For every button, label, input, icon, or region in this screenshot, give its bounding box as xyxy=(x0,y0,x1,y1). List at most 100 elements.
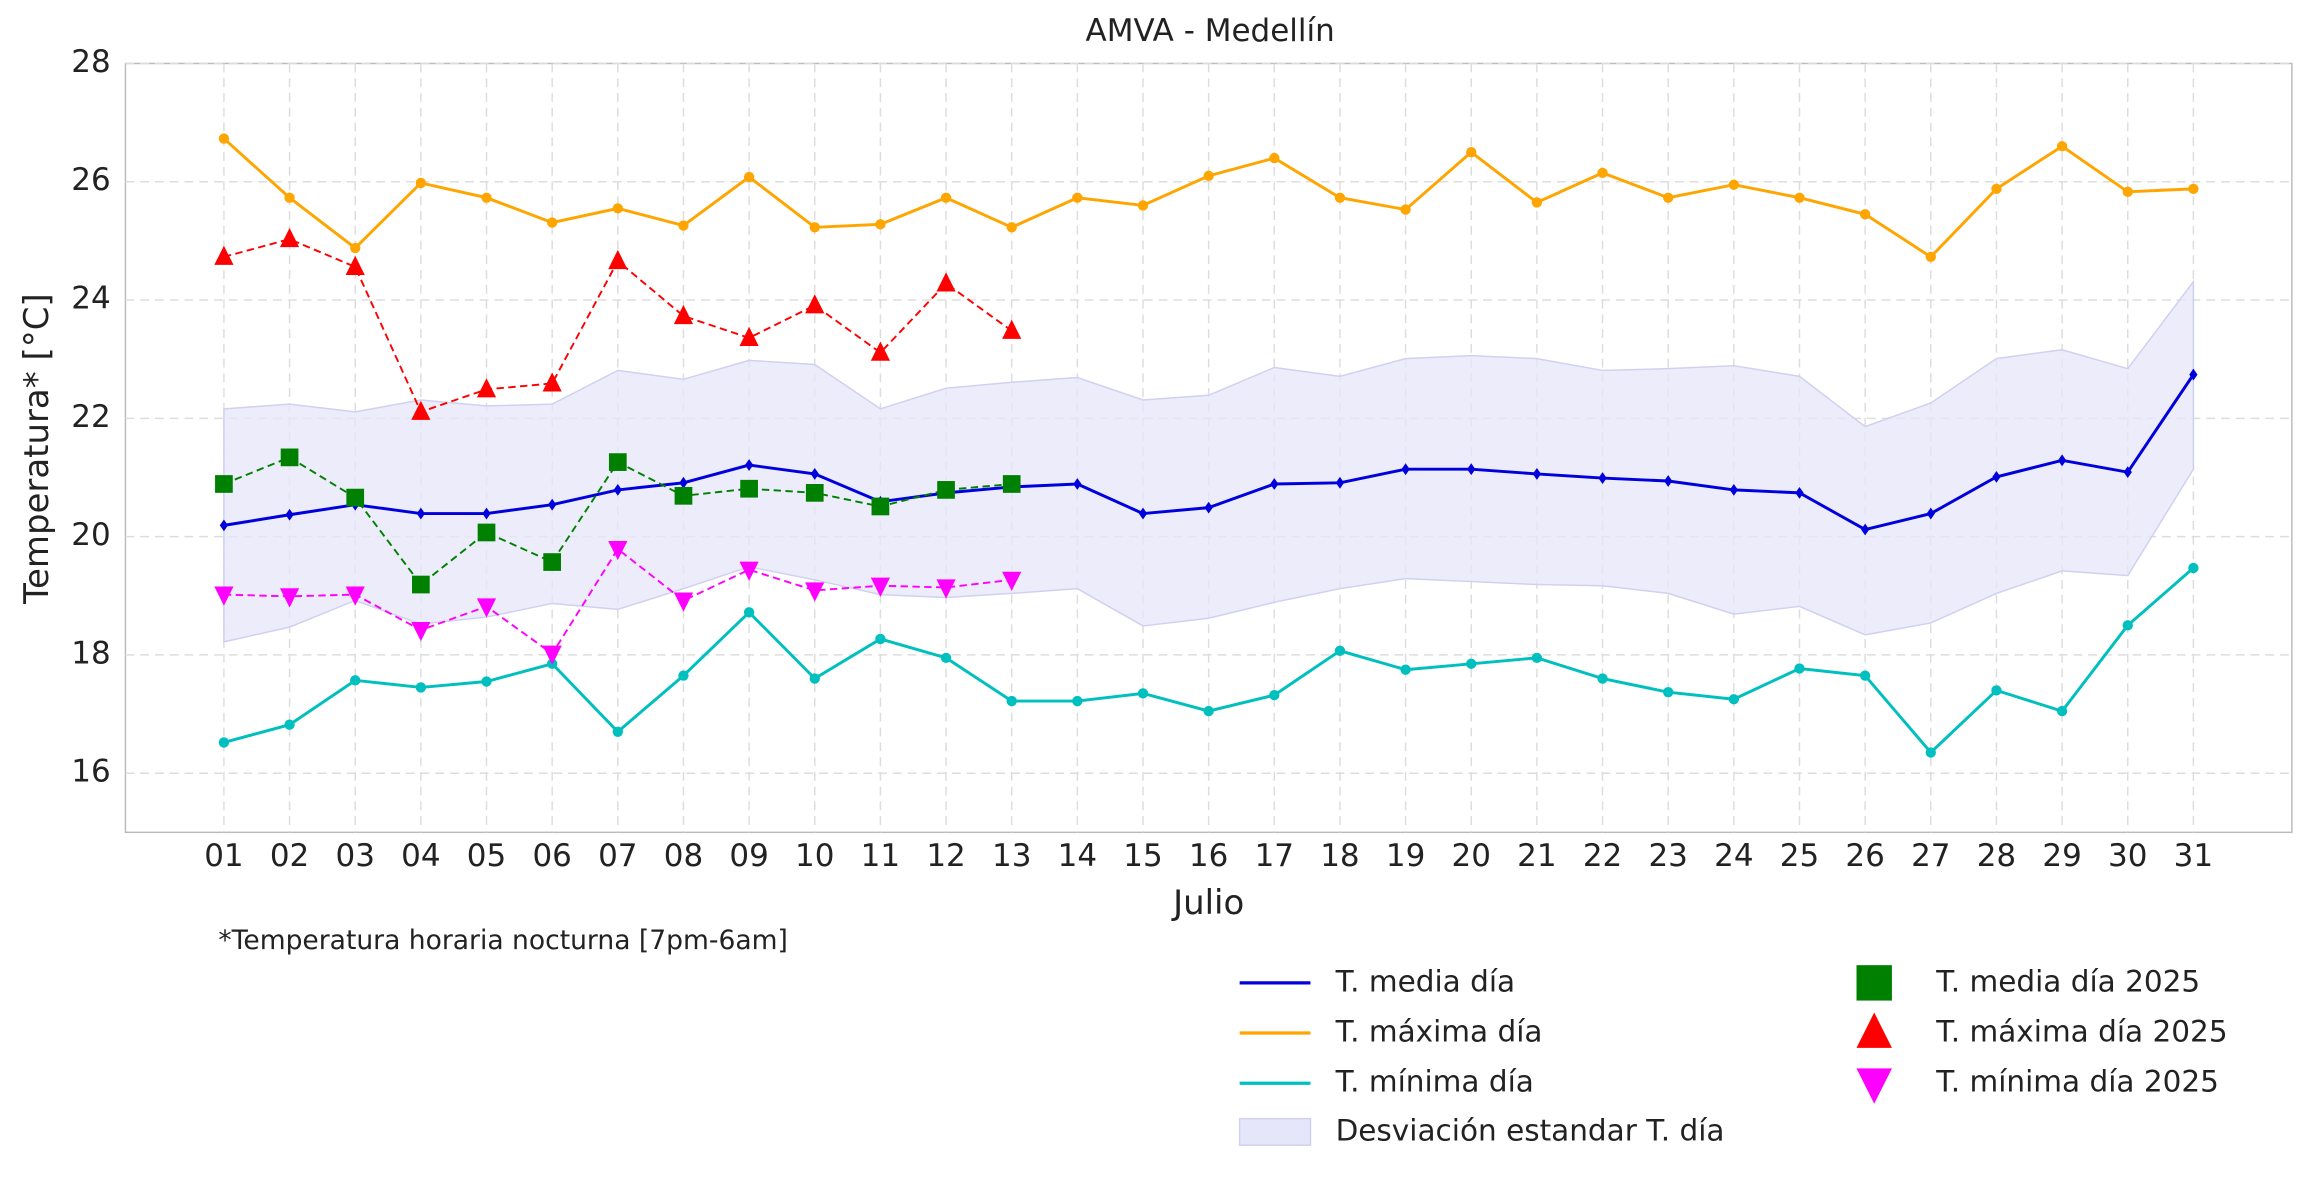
point xyxy=(936,579,956,599)
x-tick-label: 19 xyxy=(1386,838,1425,874)
point xyxy=(937,481,955,499)
point xyxy=(2188,562,2199,574)
x-tick-label: 30 xyxy=(2108,838,2147,874)
y-tick-label: 28 xyxy=(71,44,110,80)
x-tick-label: 15 xyxy=(1123,838,1162,874)
point xyxy=(809,222,820,233)
point xyxy=(219,519,229,532)
point xyxy=(1073,478,1082,490)
point xyxy=(1002,571,1022,591)
point xyxy=(940,652,952,664)
x-tick-label: 09 xyxy=(729,838,768,874)
point xyxy=(1926,507,1935,520)
point xyxy=(284,719,295,730)
x-tick-label: 12 xyxy=(926,838,965,874)
point xyxy=(279,228,300,248)
point xyxy=(1270,478,1279,490)
legend-marker xyxy=(1856,965,1892,1001)
point xyxy=(2057,454,2067,467)
point xyxy=(1006,222,1017,233)
point xyxy=(810,468,819,480)
x-tick-label: 03 xyxy=(335,838,374,874)
legend-label: T. mínima día xyxy=(1335,1065,1534,1099)
point xyxy=(870,341,890,361)
point xyxy=(346,488,365,507)
point xyxy=(2122,186,2133,197)
point xyxy=(1795,486,1804,499)
x-tick-label: 07 xyxy=(598,838,637,874)
point xyxy=(612,203,623,214)
y-tick-label: 22 xyxy=(71,399,110,435)
x-tick-label: 04 xyxy=(401,838,440,874)
point xyxy=(2123,466,2132,479)
point xyxy=(1861,523,1870,536)
point xyxy=(612,726,623,737)
point xyxy=(412,575,430,594)
legend-label: T. mínima día 2025 xyxy=(1935,1065,2219,1099)
point xyxy=(476,378,497,398)
x-tick-label: 02 xyxy=(270,838,309,874)
point xyxy=(1728,694,1740,705)
point xyxy=(1663,687,1674,698)
point xyxy=(1794,192,1805,203)
point xyxy=(1334,645,1346,656)
point xyxy=(940,192,952,203)
point xyxy=(2188,183,2199,195)
point xyxy=(2056,141,2068,152)
point xyxy=(477,523,496,542)
point xyxy=(809,673,820,684)
x-tick-label: 11 xyxy=(861,838,900,874)
point xyxy=(875,219,886,230)
point xyxy=(416,507,425,520)
y-axis-label: Temperatura* [°C] xyxy=(17,293,57,605)
point xyxy=(218,133,230,144)
point xyxy=(350,675,361,686)
point xyxy=(2189,368,2198,381)
x-tick-label: 20 xyxy=(1452,838,1491,874)
point xyxy=(1925,251,1936,263)
legend-label: T. máxima día 2025 xyxy=(1935,1015,2227,1049)
point xyxy=(1991,183,2002,195)
point xyxy=(1002,475,1021,493)
point xyxy=(805,484,824,502)
point xyxy=(415,177,427,189)
point xyxy=(1072,192,1083,203)
x-tick-label: 27 xyxy=(1911,838,1950,874)
point xyxy=(481,192,492,203)
point xyxy=(345,586,365,606)
point xyxy=(482,507,491,520)
x-tick-label: 24 xyxy=(1714,838,1753,874)
point xyxy=(1728,179,1740,190)
legend-label: T. media día xyxy=(1335,964,1516,998)
legend-marker xyxy=(1856,1068,1892,1104)
point xyxy=(1334,192,1346,203)
x-tick-label: 06 xyxy=(532,838,571,874)
x-tick-label: 10 xyxy=(795,838,834,874)
point xyxy=(1002,319,1022,339)
point xyxy=(875,633,886,645)
x-tick-label: 23 xyxy=(1648,838,1687,874)
x-tick-label: 01 xyxy=(204,838,243,874)
point xyxy=(678,670,689,681)
x-tick-label: 08 xyxy=(664,838,703,874)
x-tick-label: 16 xyxy=(1189,838,1228,874)
point xyxy=(411,400,431,420)
point xyxy=(936,272,956,292)
point xyxy=(1269,152,1280,164)
y-tick-label: 16 xyxy=(71,754,110,790)
x-tick-label: 25 xyxy=(1780,838,1819,874)
legend-label: T. máxima día xyxy=(1335,1015,1543,1049)
point xyxy=(1400,204,1411,215)
point xyxy=(608,540,628,561)
point xyxy=(1992,470,2001,483)
point xyxy=(542,372,562,392)
point xyxy=(1925,747,1936,758)
point xyxy=(1269,689,1280,701)
point xyxy=(1794,663,1805,674)
point xyxy=(1203,705,1214,717)
y-tick-label: 24 xyxy=(71,281,110,317)
point xyxy=(805,294,825,314)
point xyxy=(744,459,754,471)
point xyxy=(279,588,300,608)
point xyxy=(2056,705,2068,717)
